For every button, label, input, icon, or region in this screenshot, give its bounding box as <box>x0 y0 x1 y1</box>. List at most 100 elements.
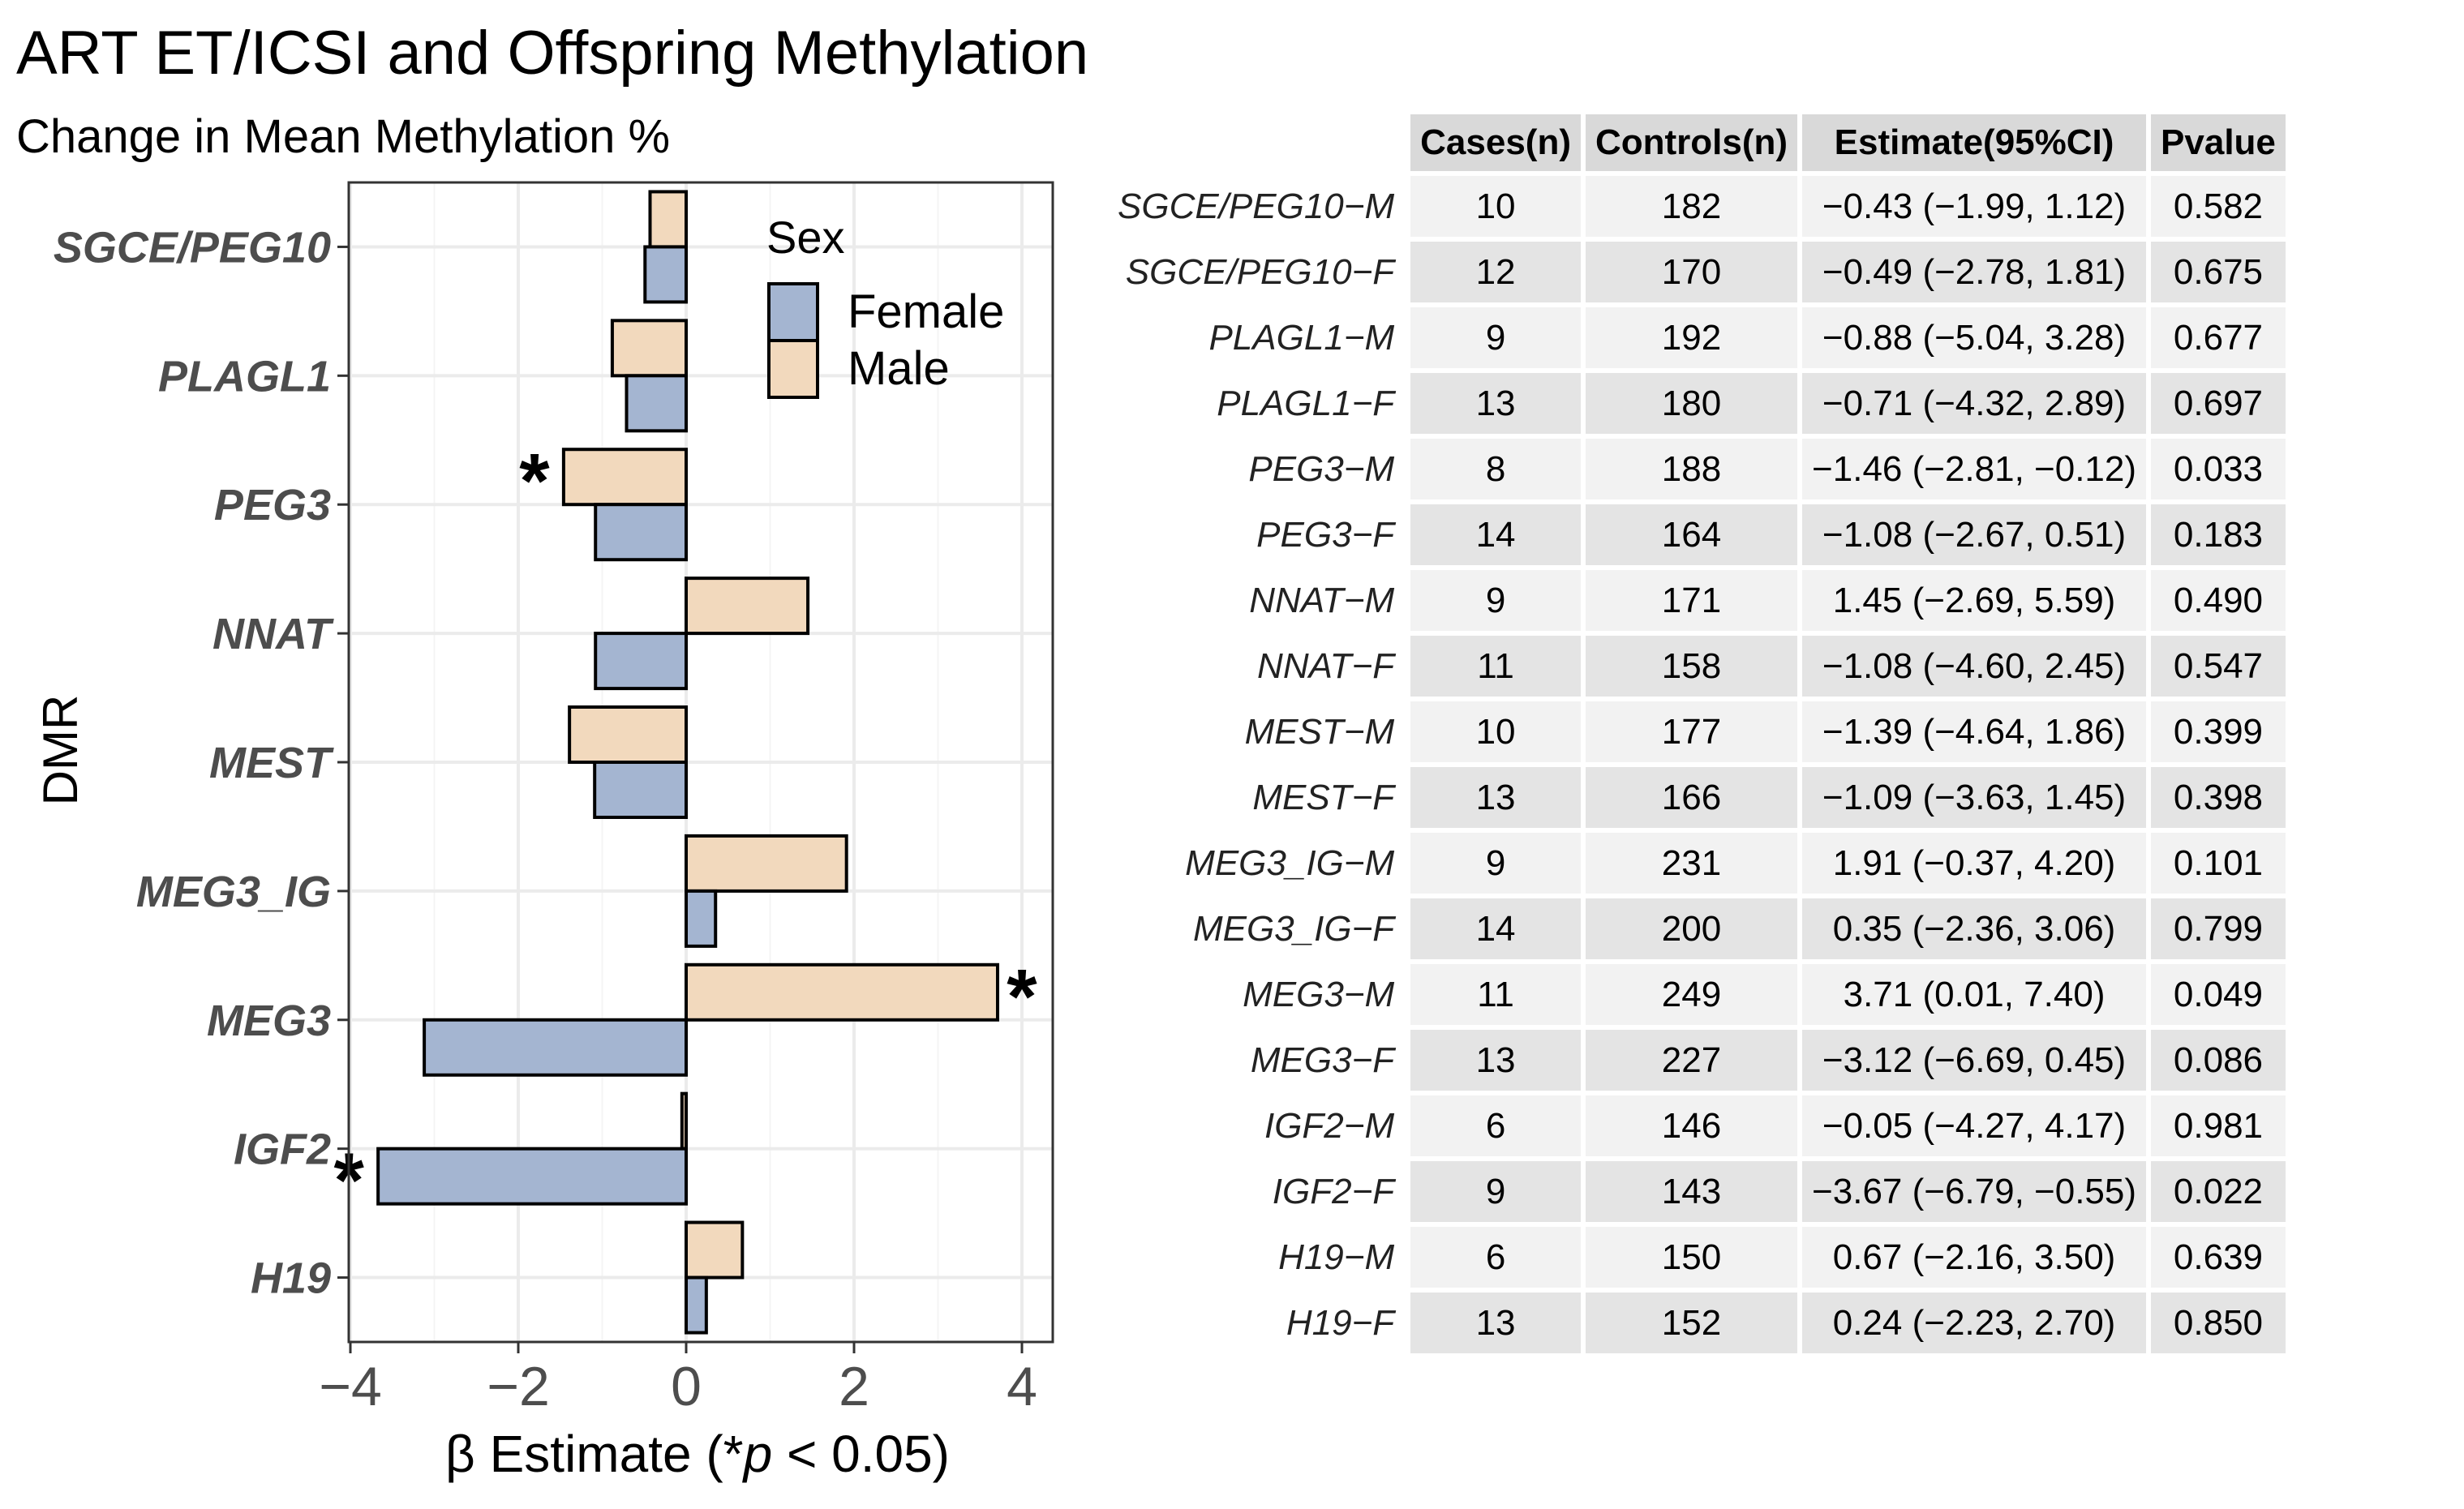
estimate-cell: 1.45 (−2.69, 5.59) <box>1802 570 2147 631</box>
row-label: MEST−M <box>1244 711 1395 752</box>
chart-subtitle: Change in Mean Methylation % <box>16 110 671 163</box>
bar-female <box>376 1147 688 1206</box>
cases-cell: 12 <box>1410 242 1581 302</box>
controls-cell: 200 <box>1585 898 1798 959</box>
controls-cell: 152 <box>1585 1293 1798 1353</box>
results-table: Cases(n) Controls(n) Estimate(95%CI) Pva… <box>1103 109 2290 1358</box>
cases-cell: 13 <box>1410 1030 1581 1091</box>
row-label: H19−F <box>1286 1302 1395 1343</box>
x-tick-label: 4 <box>1007 1356 1037 1417</box>
controls-cell: 164 <box>1585 504 1798 565</box>
controls-cell: 231 <box>1585 833 1798 894</box>
table-row: PLAGL1−M 9 192 −0.88 (−5.04, 3.28) 0.677 <box>1108 307 2286 368</box>
significance-marker: * <box>1007 954 1037 1040</box>
controls-cell: 158 <box>1585 636 1798 697</box>
bar-male <box>685 834 848 893</box>
cases-cell: 13 <box>1410 373 1581 434</box>
row-label: IGF2−F <box>1272 1171 1395 1211</box>
pvalue-cell: 0.697 <box>2151 373 2286 434</box>
estimate-cell: −1.46 (−2.81, −0.12) <box>1802 439 2147 499</box>
cases-cell: 9 <box>1410 307 1581 368</box>
pvalue-cell: 0.033 <box>2151 439 2286 499</box>
table-row: MEG3_IG−M 9 231 1.91 (−0.37, 4.20) 0.101 <box>1108 833 2286 894</box>
y-tick-label: IGF2 <box>234 1125 331 1174</box>
row-label: IGF2−M <box>1264 1105 1395 1146</box>
cases-cell: 11 <box>1410 964 1581 1025</box>
y-tick-label: SGCE/PEG10 <box>54 223 331 272</box>
row-label: PEG3−F <box>1256 514 1395 555</box>
y-tick-label: MEST <box>209 739 334 787</box>
bar-female <box>685 889 718 948</box>
legend-label-male: Male <box>848 342 950 395</box>
controls-cell: 150 <box>1585 1227 1798 1288</box>
estimate-cell: −0.49 (−2.78, 1.81) <box>1802 242 2147 302</box>
table-row: SGCE/PEG10−F 12 170 −0.49 (−2.78, 1.81) 0.67… <box>1108 242 2286 302</box>
x-tick-label: 2 <box>839 1356 869 1417</box>
table-row: PEG3−F 14 164 −1.08 (−2.67, 0.51) 0.183 <box>1108 504 2286 565</box>
bar-female <box>594 632 688 691</box>
pvalue-cell: 0.086 <box>2151 1030 2286 1091</box>
cases-cell: 9 <box>1410 1161 1581 1222</box>
column-header-estimate: Estimate(95%CI) <box>1802 114 2147 171</box>
legend-swatch-male <box>767 339 819 399</box>
table-row: MEG3−M 11 249 3.71 (0.01, 7.40) 0.049 <box>1108 964 2286 1025</box>
cases-cell: 10 <box>1410 176 1581 237</box>
pvalue-cell: 0.981 <box>2151 1095 2286 1156</box>
legend-title: Sex <box>766 212 845 263</box>
bar-male <box>680 1091 689 1151</box>
estimate-cell: −0.88 (−5.04, 3.28) <box>1802 307 2147 368</box>
table-row: IGF2−F 9 143 −3.67 (−6.79, −0.55) 0.022 <box>1108 1161 2286 1222</box>
cases-cell: 8 <box>1410 439 1581 499</box>
bar-female <box>594 503 688 562</box>
table-corner <box>1108 114 1406 171</box>
table-row: MEST−M 10 177 −1.39 (−4.64, 1.86) 0.399 <box>1108 701 2286 762</box>
cases-cell: 6 <box>1410 1227 1581 1288</box>
cases-cell: 13 <box>1410 767 1581 828</box>
bar-female <box>423 1018 689 1077</box>
table-row: PEG3−M 8 188 −1.46 (−2.81, −0.12) 0.033 <box>1108 439 2286 499</box>
bar-female <box>685 1275 708 1335</box>
row-label: H19−M <box>1278 1237 1395 1277</box>
estimate-cell: −0.71 (−4.32, 2.89) <box>1802 373 2147 434</box>
estimate-cell: 3.71 (0.01, 7.40) <box>1802 964 2147 1025</box>
cases-cell: 9 <box>1410 570 1581 631</box>
estimate-cell: −3.67 (−6.79, −0.55) <box>1802 1161 2147 1222</box>
estimate-cell: 0.35 (−2.36, 3.06) <box>1802 898 2147 959</box>
cases-cell: 13 <box>1410 1293 1581 1353</box>
row-label: MEG3−F <box>1250 1040 1395 1080</box>
estimate-cell: −0.43 (−1.99, 1.12) <box>1802 176 2147 237</box>
row-label: MEG3_IG−M <box>1185 842 1395 883</box>
bar-female <box>593 761 688 819</box>
table-row: SGCE/PEG10−M 10 182 −0.43 (−1.99, 1.12) 0.58… <box>1108 176 2286 237</box>
estimate-cell: 0.24 (−2.23, 2.70) <box>1802 1293 2147 1353</box>
controls-cell: 227 <box>1585 1030 1798 1091</box>
bar-male <box>610 319 688 378</box>
cases-cell: 6 <box>1410 1095 1581 1156</box>
row-label: NNAT−M <box>1249 580 1395 620</box>
pvalue-cell: 0.490 <box>2151 570 2286 631</box>
controls-cell: 171 <box>1585 570 1798 631</box>
estimate-cell: −0.05 (−4.27, 4.17) <box>1802 1095 2147 1156</box>
cases-cell: 10 <box>1410 701 1581 762</box>
table-row: MEG3_IG−F 14 200 0.35 (−2.36, 3.06) 0.799 <box>1108 898 2286 959</box>
row-label: PLAGL1−F <box>1217 383 1395 423</box>
cases-cell: 14 <box>1410 898 1581 959</box>
estimate-cell: 1.91 (−0.37, 4.20) <box>1802 833 2147 894</box>
pvalue-cell: 0.850 <box>2151 1293 2286 1353</box>
bar-male <box>568 705 689 764</box>
methylation-bar-chart: *** SGCE/PEG10PLAGL1PEG3NNATMESTMEG3_IGM… <box>33 181 1054 1483</box>
bar-female <box>625 374 689 433</box>
y-tick-label: MEG3 <box>207 997 331 1045</box>
row-label: MEST−F <box>1252 777 1395 817</box>
cases-cell: 9 <box>1410 833 1581 894</box>
bar-male <box>685 577 810 636</box>
controls-cell: 177 <box>1585 701 1798 762</box>
bar-male <box>685 1220 745 1280</box>
pvalue-cell: 0.677 <box>2151 307 2286 368</box>
pvalue-cell: 0.183 <box>2151 504 2286 565</box>
pvalue-cell: 0.101 <box>2151 833 2286 894</box>
controls-cell: 182 <box>1585 176 1798 237</box>
y-tick-label: PEG3 <box>214 481 331 529</box>
bar-male <box>685 962 999 1022</box>
